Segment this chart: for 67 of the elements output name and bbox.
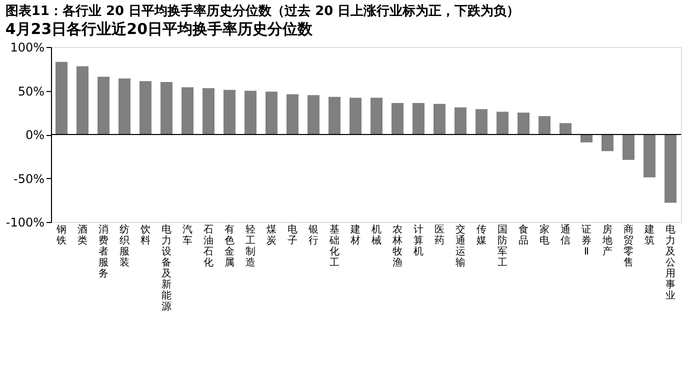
- bar: [76, 66, 88, 134]
- bar: [518, 112, 530, 134]
- bar: [580, 134, 592, 142]
- x-tick-label: 家电: [540, 224, 550, 246]
- y-tick-label: 50%: [18, 84, 44, 98]
- x-tick-label: 机械: [372, 224, 382, 246]
- bar: [182, 87, 194, 134]
- bar: [454, 107, 466, 134]
- x-tick-label: 农林牧渔: [392, 224, 402, 268]
- bar: [664, 134, 676, 203]
- bar: [266, 92, 278, 134]
- y-tick-label: -50%: [13, 172, 44, 186]
- x-tick-label: 石油石化: [204, 224, 214, 268]
- x-tick-label: 汽车: [182, 224, 192, 246]
- x-tick-label: 电力设备及新能源: [162, 224, 172, 312]
- bar: [370, 98, 382, 134]
- x-tick-label: 电子: [288, 224, 298, 246]
- x-tick-label: 电力及公用事业: [666, 224, 676, 302]
- bar: [328, 96, 340, 134]
- y-tick-label: 100%: [10, 40, 44, 54]
- x-tick-label: 基础化工: [328, 224, 340, 268]
- x-tick-label: 轻工制造: [246, 224, 256, 268]
- bar: [434, 104, 446, 134]
- x-tick-label: 计算机: [414, 224, 424, 258]
- x-tick-label: 钢铁: [56, 224, 66, 246]
- bar: [98, 76, 110, 134]
- x-tick-label: 煤炭: [266, 224, 276, 246]
- x-tick-label: 饮料: [140, 224, 150, 246]
- bar: [392, 103, 404, 134]
- bar: [160, 82, 172, 134]
- x-tick-label: 传媒: [476, 224, 486, 246]
- bar: [224, 90, 236, 134]
- bar: [56, 62, 68, 134]
- y-tick-label: -100%: [6, 216, 44, 230]
- bar: [308, 95, 320, 134]
- x-tick-label: 建筑: [644, 224, 654, 246]
- x-tick-label: 有色金属: [224, 224, 234, 268]
- x-tick-label: 医药: [434, 224, 444, 246]
- bar: [476, 109, 488, 134]
- bar: [644, 134, 656, 178]
- x-tick-label: 通信: [560, 224, 570, 246]
- x-tick-label: 商贸零售: [624, 224, 634, 268]
- bar: [496, 112, 508, 134]
- bar: [244, 90, 256, 134]
- bar: [202, 88, 214, 134]
- x-tick-label: 交通运输: [456, 224, 466, 268]
- x-tick-label: 证券Ⅱ: [582, 224, 592, 258]
- y-tick-label: 0%: [25, 128, 44, 142]
- bar: [622, 134, 634, 160]
- x-tick-label: 酒类: [78, 224, 88, 246]
- bar: [412, 103, 424, 134]
- x-tick-label: 银行: [308, 224, 318, 246]
- x-tick-label: 房地产: [602, 224, 612, 258]
- bar: [350, 98, 362, 134]
- x-tick-label: 食品: [518, 224, 528, 246]
- chart-title: 图表11：各行业 20 日平均换手率历史分位数（过去 20 日上涨行业标为正，下跌为负）: [5, 3, 520, 19]
- x-tick-label: 国防军工: [498, 224, 508, 268]
- x-tick-label: 建材: [350, 224, 360, 246]
- bar: [140, 81, 152, 134]
- x-tick-label: 纺织服装: [120, 224, 130, 268]
- bar: [560, 123, 572, 134]
- bar: [602, 134, 614, 152]
- x-tick-label: 消费者服务: [98, 224, 108, 280]
- bar: [538, 116, 550, 134]
- bar: [118, 78, 130, 134]
- chart-subtitle: 4月23日各行业近20日平均换手率历史分位数: [5, 20, 314, 38]
- bar: [286, 94, 298, 134]
